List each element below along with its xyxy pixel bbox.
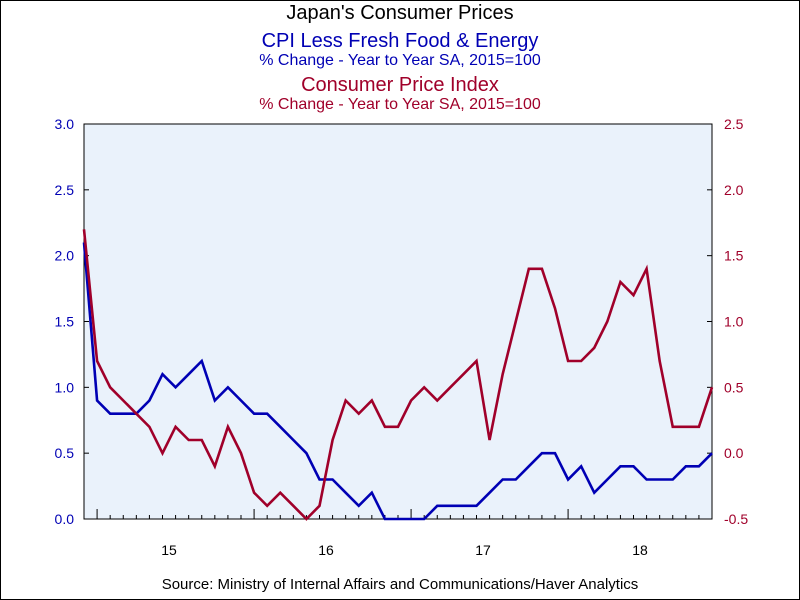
chart-title: Japan's Consumer Prices xyxy=(286,2,514,24)
left-axis-tick-label: 1.5 xyxy=(55,314,75,330)
right-axis-tick-label: 2.5 xyxy=(724,116,744,132)
x-axis-year-label: 15 xyxy=(161,542,177,558)
left-axis-tick-label: 0.5 xyxy=(55,445,75,461)
left-axis-tick-label: 3.0 xyxy=(55,116,75,132)
right-axis-tick-label: 0.0 xyxy=(724,445,744,461)
right-axis-tick-label: 2.0 xyxy=(724,182,744,198)
series1-title: CPI Less Fresh Food & Energy xyxy=(261,30,539,52)
right-axis-tick-label: 1.5 xyxy=(724,248,744,264)
series1-subtitle: % Change - Year to Year SA, 2015=100 xyxy=(259,52,541,69)
x-axis-year-label: 18 xyxy=(632,542,648,558)
series-line-cpi-core xyxy=(82,242,713,521)
right-axis-tick-label: 0.5 xyxy=(724,379,744,395)
right-axis-tick-label: -0.5 xyxy=(724,511,748,527)
left-axis-tick-label: 1.0 xyxy=(55,379,75,395)
series2-title: Consumer Price Index xyxy=(301,74,499,96)
left-axis-tick-label: 0.0 xyxy=(55,511,75,527)
x-axis-year-label: 16 xyxy=(318,542,334,558)
series2-subtitle: % Change - Year to Year SA, 2015=100 xyxy=(259,96,541,113)
series-line-cpi xyxy=(82,229,714,521)
plot-area xyxy=(83,123,713,520)
left-axis-tick-label: 2.5 xyxy=(55,182,75,198)
left-axis-tick-label: 2.0 xyxy=(55,248,75,264)
x-axis-year-label: 17 xyxy=(475,542,491,558)
source-note: Source: Ministry of Internal Affairs and… xyxy=(161,576,639,593)
right-axis-tick-label: 1.0 xyxy=(724,314,744,330)
